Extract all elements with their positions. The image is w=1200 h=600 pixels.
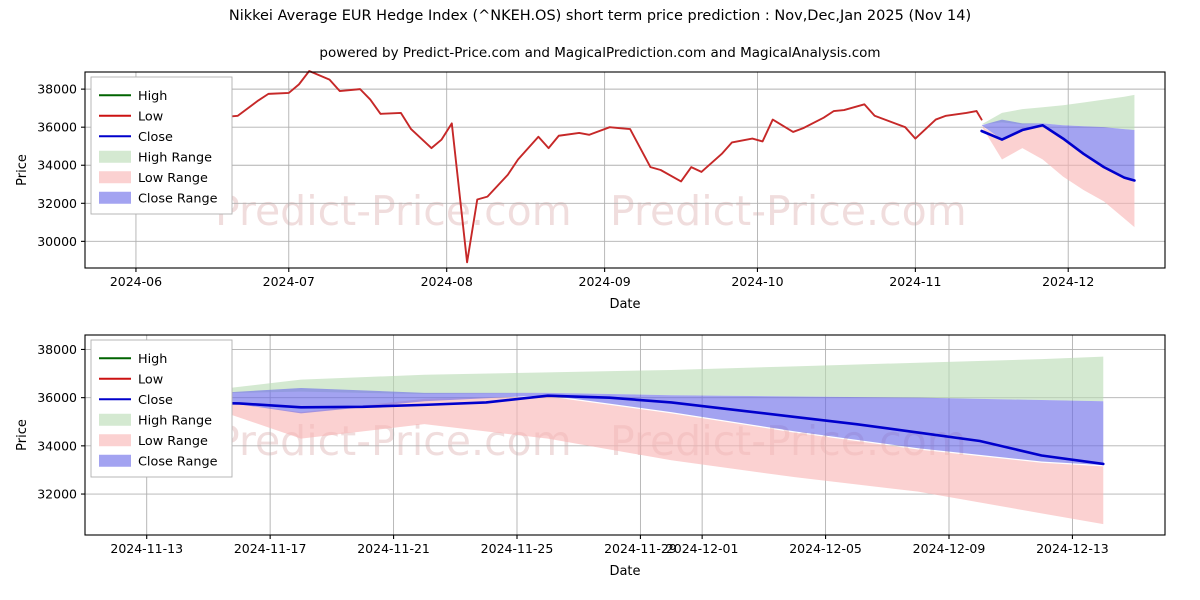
x-tick-label: 2024-06 <box>110 274 162 289</box>
page-title: Nikkei Average EUR Hedge Index (^NKEH.OS… <box>228 8 972 24</box>
series-line-close <box>176 394 1105 466</box>
band-high-range <box>177 356 1104 402</box>
band-close-range <box>981 119 1135 181</box>
forecast-bands <box>177 356 1104 525</box>
x-tick-label: 2024-12-05 <box>789 541 862 556</box>
y-axis-title: Price <box>15 154 30 186</box>
x-axis-title: Date <box>609 297 640 310</box>
y-axis: 30000 32000 34000 36000 38000 <box>37 82 85 249</box>
legend-label: High Range <box>138 150 212 165</box>
legend-item-low[interactable]: Low <box>99 109 163 124</box>
legend-box <box>90 76 233 215</box>
plot-frame <box>84 71 1166 269</box>
legend-label: Low <box>138 109 163 124</box>
legend-label: High Range <box>138 413 212 428</box>
band-close-range <box>177 388 1104 466</box>
legend-item-high-range[interactable]: High Range <box>99 413 212 428</box>
series-line-low <box>185 70 983 264</box>
legend-label: Close Range <box>138 454 218 469</box>
x-tick-label: 2024-08 <box>421 274 473 289</box>
legend-item-high[interactable]: High <box>99 89 167 104</box>
y-tick-label: 38000 <box>37 342 77 357</box>
y-tick-label: 30000 <box>37 234 77 249</box>
x-tick-label: 2024-11 <box>889 274 941 289</box>
y-tick-label: 34000 <box>37 438 77 453</box>
legend-swatch-band <box>99 171 131 184</box>
legend-label: High <box>138 89 167 104</box>
y-tick-label: 32000 <box>37 196 77 211</box>
legend: High Low Close High Range Low Range Close Ran… <box>90 339 233 478</box>
legend-box <box>90 339 233 478</box>
legend-item-low[interactable]: Low <box>99 372 163 387</box>
band-low-range <box>177 396 1104 525</box>
svg-text:Predict-Price.com: Predict-Price.com <box>610 187 967 235</box>
legend-item-close-range[interactable]: Close Range <box>99 191 218 206</box>
legend-swatch-band <box>99 150 131 163</box>
x-tick-label: 2024-12-01 <box>666 541 739 556</box>
x-tick-label: 2024-12 <box>1042 274 1094 289</box>
x-tick-label: 2024-11-25 <box>481 541 554 556</box>
x-axis-title: Date <box>609 564 640 579</box>
legend-swatch-band <box>99 413 131 426</box>
data-series <box>185 70 1136 264</box>
plot-background <box>85 72 1165 268</box>
x-tick-label: 2024-09 <box>579 274 631 289</box>
legend-swatch-band <box>99 434 131 447</box>
svg-text:Predict-Price.com: Predict-Price.com <box>215 187 572 235</box>
y-axis-title: Price <box>15 419 30 451</box>
x-tick-label: 2024-11-21 <box>357 541 430 556</box>
y-axis: 32000 34000 36000 38000 <box>37 342 85 502</box>
series-line-close <box>980 123 1136 182</box>
x-tick-label: 2024-07 <box>263 274 315 289</box>
legend-label: Low Range <box>138 171 208 186</box>
y-tick-label: 38000 <box>37 82 77 97</box>
plot-frame <box>84 334 1166 536</box>
legend-item-close-range[interactable]: Close Range <box>99 454 218 469</box>
legend-item-high-range[interactable]: High Range <box>99 150 212 165</box>
x-axis: 2024-06 2024-07 2024-08 2024-09 2024-10 2024-… <box>110 268 1094 289</box>
y-tick-label: 36000 <box>37 390 77 405</box>
bottom-chart-panel: Predict-Price.comPredict-Price.comPredic… <box>15 334 1166 579</box>
x-tick-label: 2024-11-17 <box>234 541 307 556</box>
y-tick-label: 32000 <box>37 487 77 502</box>
legend-label: Close Range <box>138 191 218 206</box>
x-tick-label: 2024-10 <box>731 274 783 289</box>
legend-label: High <box>138 352 167 367</box>
x-tick-label: 2024-11-13 <box>110 541 183 556</box>
legend-label: Low Range <box>138 434 208 449</box>
legend-item-high[interactable]: High <box>99 352 167 367</box>
legend-swatch-band <box>99 454 131 467</box>
x-tick-label: 2024-11-29 <box>604 541 677 556</box>
legend-item-low-range[interactable]: Low Range <box>99 171 208 186</box>
svg-text:Predict-Price.com: Predict-Price.com <box>215 187 572 235</box>
x-axis: 2024-11-13 2024-11-17 2024-11-21 2024-11-25… <box>110 535 1109 556</box>
x-tick-label: 2024-12-09 <box>913 541 986 556</box>
legend-label: Close <box>138 130 173 145</box>
svg-text:Predict-Price.com: Predict-Price.com <box>610 187 967 235</box>
band-high-range <box>981 94 1135 131</box>
legend-label: Close <box>138 393 173 408</box>
top-chart-panel: Predict-Price.com Predict-Price.comPredic… <box>15 70 1166 310</box>
x-tick-label: 2024-12-13 <box>1036 541 1109 556</box>
y-tick-label: 36000 <box>37 120 77 135</box>
y-tick-label: 34000 <box>37 158 77 173</box>
legend-item-close[interactable]: Close <box>99 130 173 145</box>
legend-label: Low <box>138 372 163 387</box>
page-subtitle: powered by Predict-Price.com and Magical… <box>319 45 881 61</box>
legend-swatch-band <box>99 191 131 204</box>
legend: High Low Close High Range Low Range Close Ran… <box>90 76 233 215</box>
data-series <box>176 394 1105 466</box>
legend-item-low-range[interactable]: Low Range <box>99 434 208 449</box>
legend-item-close[interactable]: Close <box>99 393 173 408</box>
